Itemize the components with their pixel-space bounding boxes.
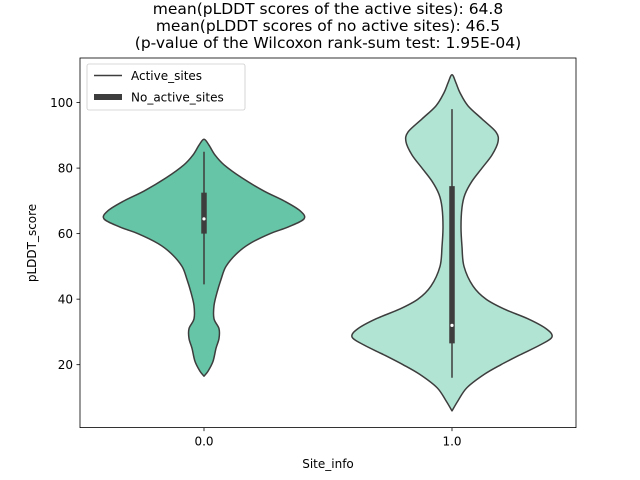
- x-axis-label: Site_info: [302, 457, 354, 471]
- legend-label-active-sites: Active_sites: [131, 69, 202, 83]
- x-axis-ticks: 0.0 1.0: [194, 427, 462, 449]
- chart-title: mean(pLDDT scores of the active sites): …: [135, 0, 521, 52]
- y-tick-label: 100: [50, 96, 73, 110]
- y-tick-label: 40: [58, 292, 73, 306]
- title-line-1: mean(pLDDT scores of the active sites): …: [153, 0, 503, 18]
- median-marker-active-sites: [202, 217, 206, 221]
- legend: Active_sites No_active_sites: [86, 63, 246, 111]
- y-axis-label: pLDDT_score: [25, 204, 39, 282]
- x-tick-label: 1.0: [442, 435, 461, 449]
- x-tick-label: 0.0: [194, 435, 213, 449]
- median-marker-no-active-sites: [450, 323, 454, 327]
- plot-frame: [79, 57, 577, 429]
- y-axis-ticks: 20 40 60 80 100: [50, 96, 80, 372]
- y-tick-label: 80: [58, 161, 73, 175]
- y-tick-label: 20: [58, 358, 73, 372]
- legend-box: [86, 63, 246, 111]
- legend-label-no-active-sites: No_active_sites: [131, 91, 224, 105]
- title-line-2: mean(pLDDT scores of no active sites): 4…: [156, 17, 500, 35]
- y-tick-label: 60: [58, 227, 73, 241]
- title-line-3: (p-value of the Wilcoxon rank-sum test: …: [135, 34, 521, 52]
- violin-layer: [102, 73, 553, 412]
